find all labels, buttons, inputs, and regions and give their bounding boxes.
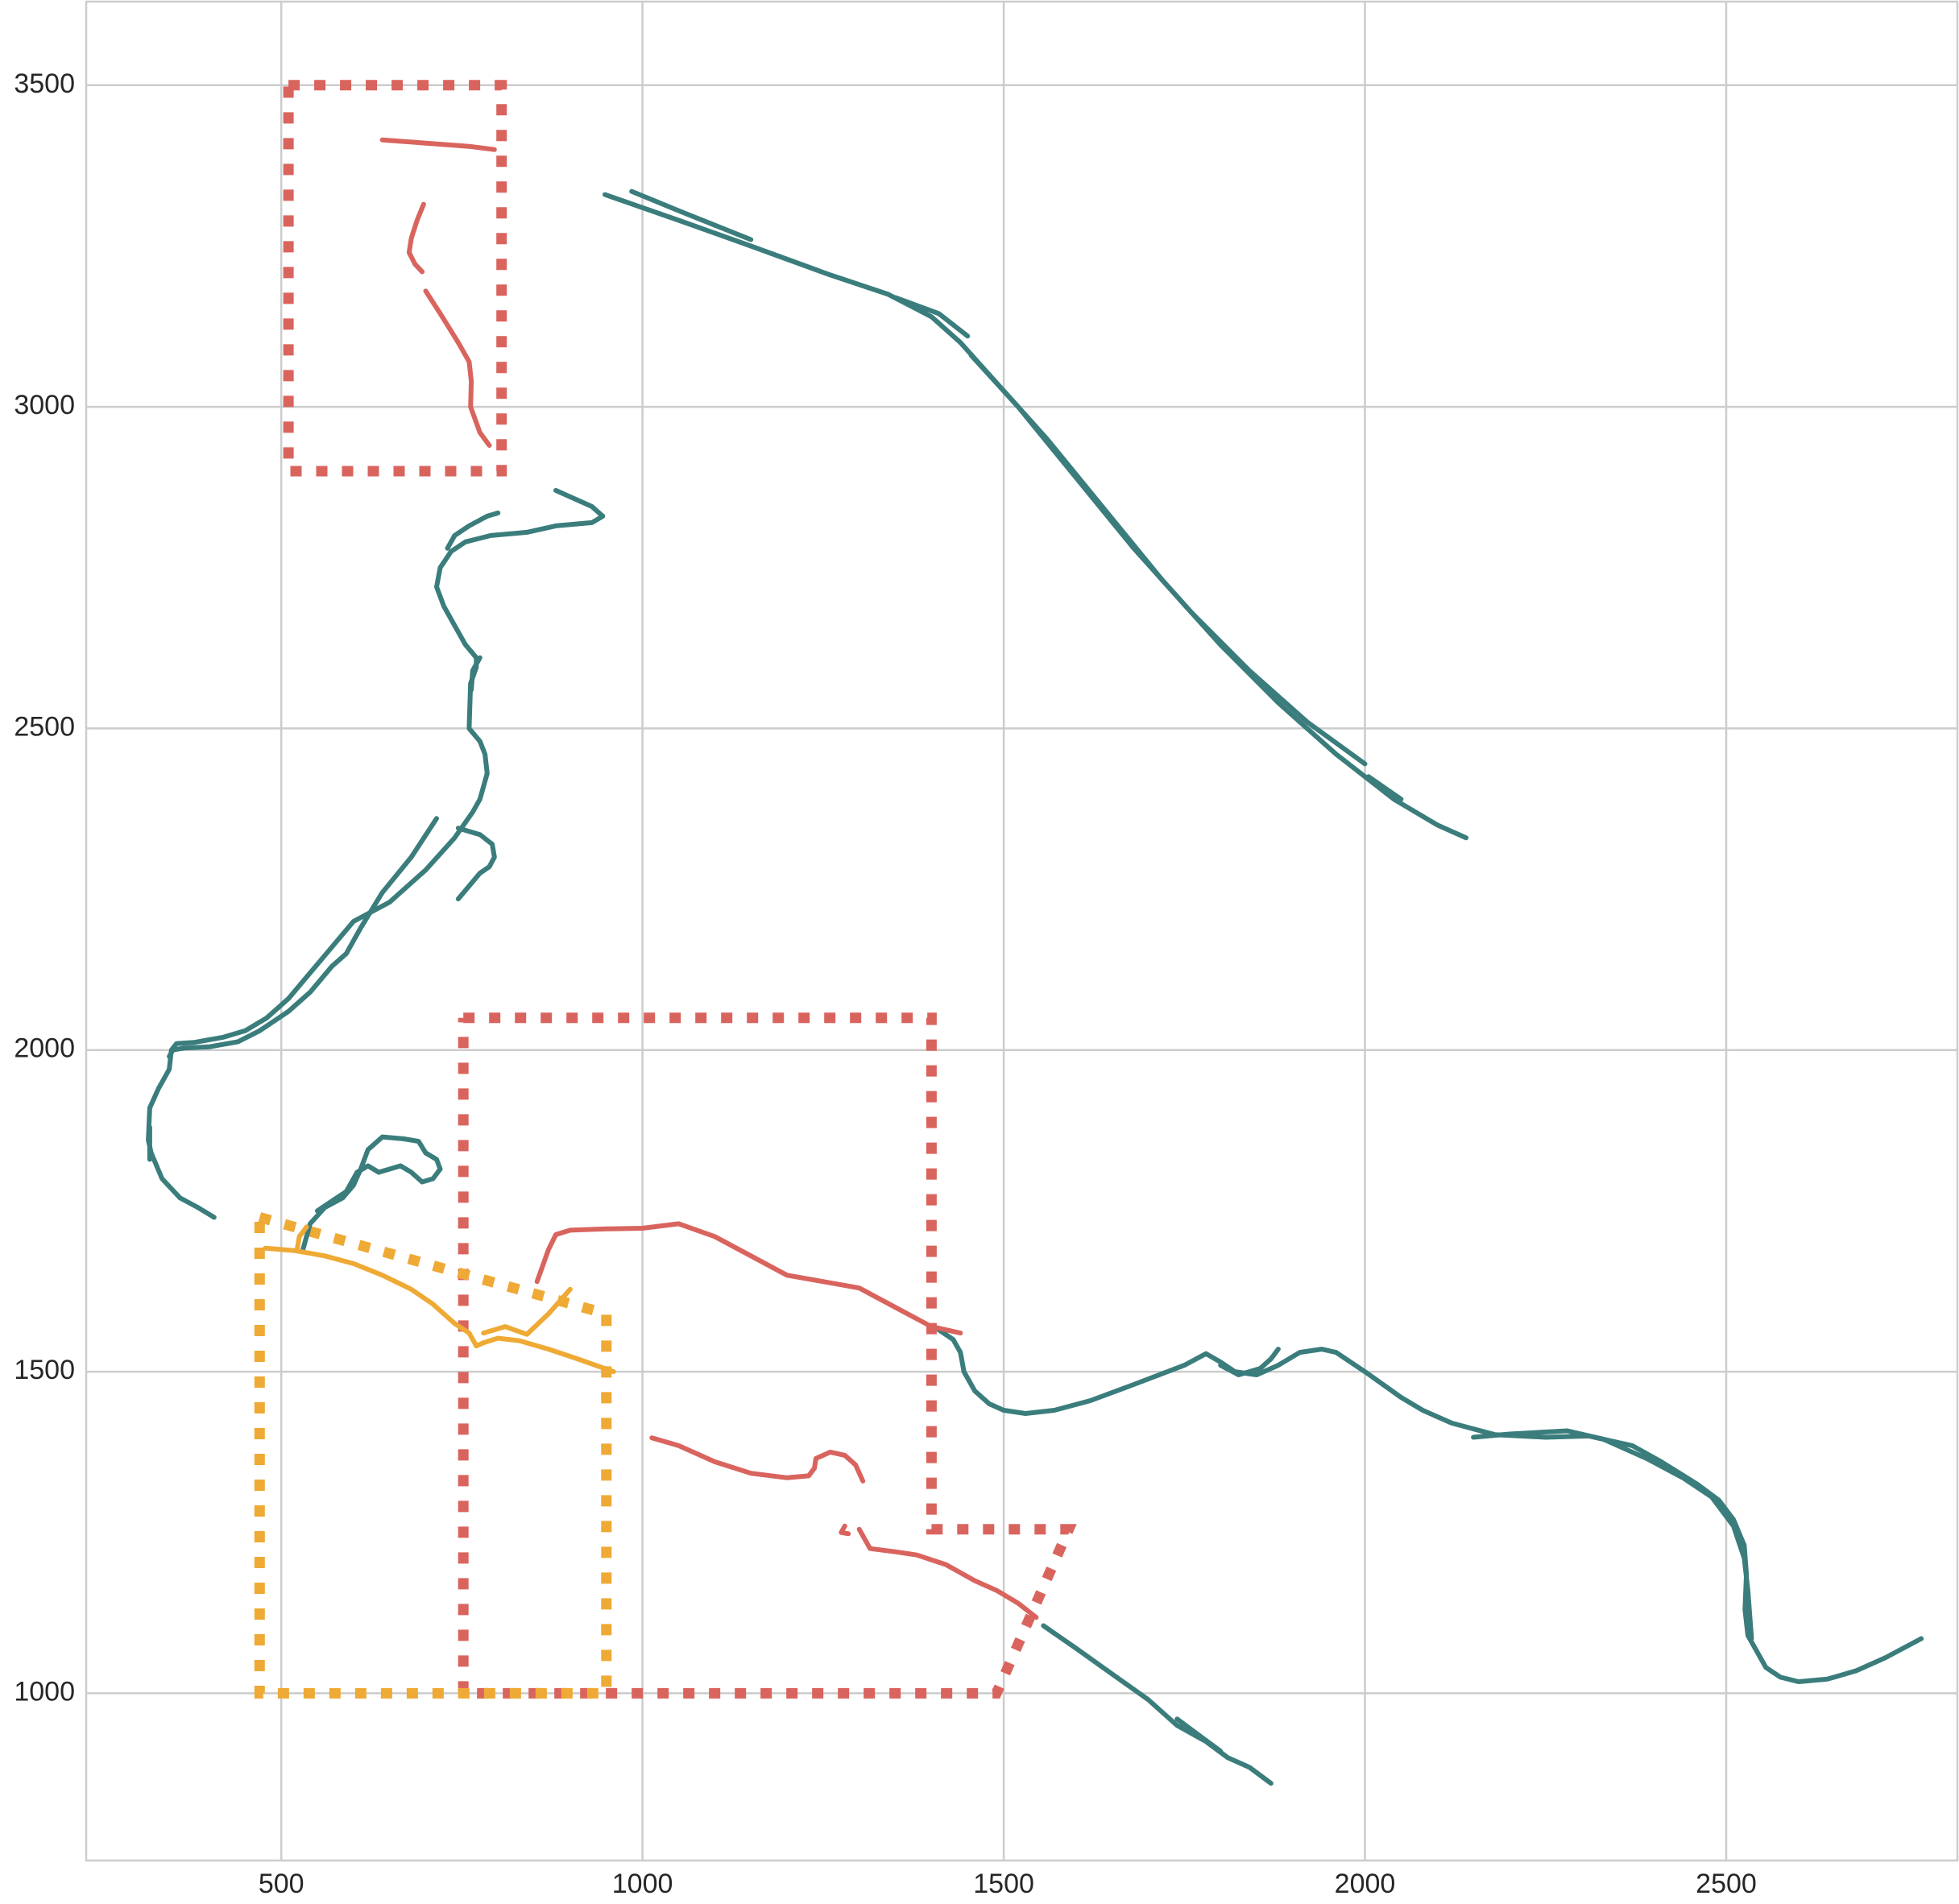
x-tick-label: 2000	[1335, 1869, 1396, 1899]
teal-trace-line	[1369, 776, 1401, 799]
y-tick-label: 1000	[14, 1676, 75, 1707]
teal-trace-line	[1177, 1719, 1220, 1751]
teal-trace-line	[303, 1137, 440, 1250]
x-tick-label: 1000	[612, 1869, 673, 1899]
red-trace-line	[383, 140, 495, 150]
dashed-regions	[259, 85, 1069, 1694]
x-tick-label: 500	[259, 1869, 304, 1899]
x-tick-label: 2500	[1696, 1869, 1757, 1899]
teal-trace-line	[938, 1330, 1921, 1682]
plot-frame	[86, 2, 1957, 1861]
teal-trace-line	[971, 355, 1365, 764]
y-tick-label: 3500	[14, 68, 75, 99]
teal-trace-line	[632, 192, 751, 240]
red-trace-line	[652, 1438, 863, 1481]
red-dashed-region	[463, 1018, 1069, 1694]
teal-trace-line	[169, 818, 437, 1056]
red-trace-line	[841, 1526, 848, 1534]
grid	[86, 2, 1957, 1861]
red-trace-line	[537, 1223, 961, 1333]
y-tick-label: 2000	[14, 1033, 75, 1064]
teal-trace-line	[458, 828, 495, 899]
y-tick-label: 1500	[14, 1355, 75, 1385]
teal-trace-line	[1043, 1626, 1271, 1784]
orange-dashed-region	[259, 1217, 607, 1693]
orange-trace-line	[483, 1289, 570, 1335]
red-trace-line	[859, 1529, 1037, 1617]
teal-trace-line	[448, 513, 499, 548]
y-tick-label: 3000	[14, 390, 75, 420]
y-axis-ticks: 1000 1500 2000 2500 3000 3500	[14, 68, 75, 1707]
red-trace-line	[426, 291, 490, 445]
trace-series	[148, 140, 1921, 1784]
x-axis-ticks: 500 1000 1500 2000 2500	[259, 1869, 1757, 1899]
y-tick-label: 2500	[14, 711, 75, 742]
teal-trace-line	[1473, 1431, 1751, 1639]
x-tick-label: 1500	[973, 1869, 1034, 1899]
red-trace-line	[409, 205, 424, 272]
teal-trace-line	[148, 490, 603, 1218]
